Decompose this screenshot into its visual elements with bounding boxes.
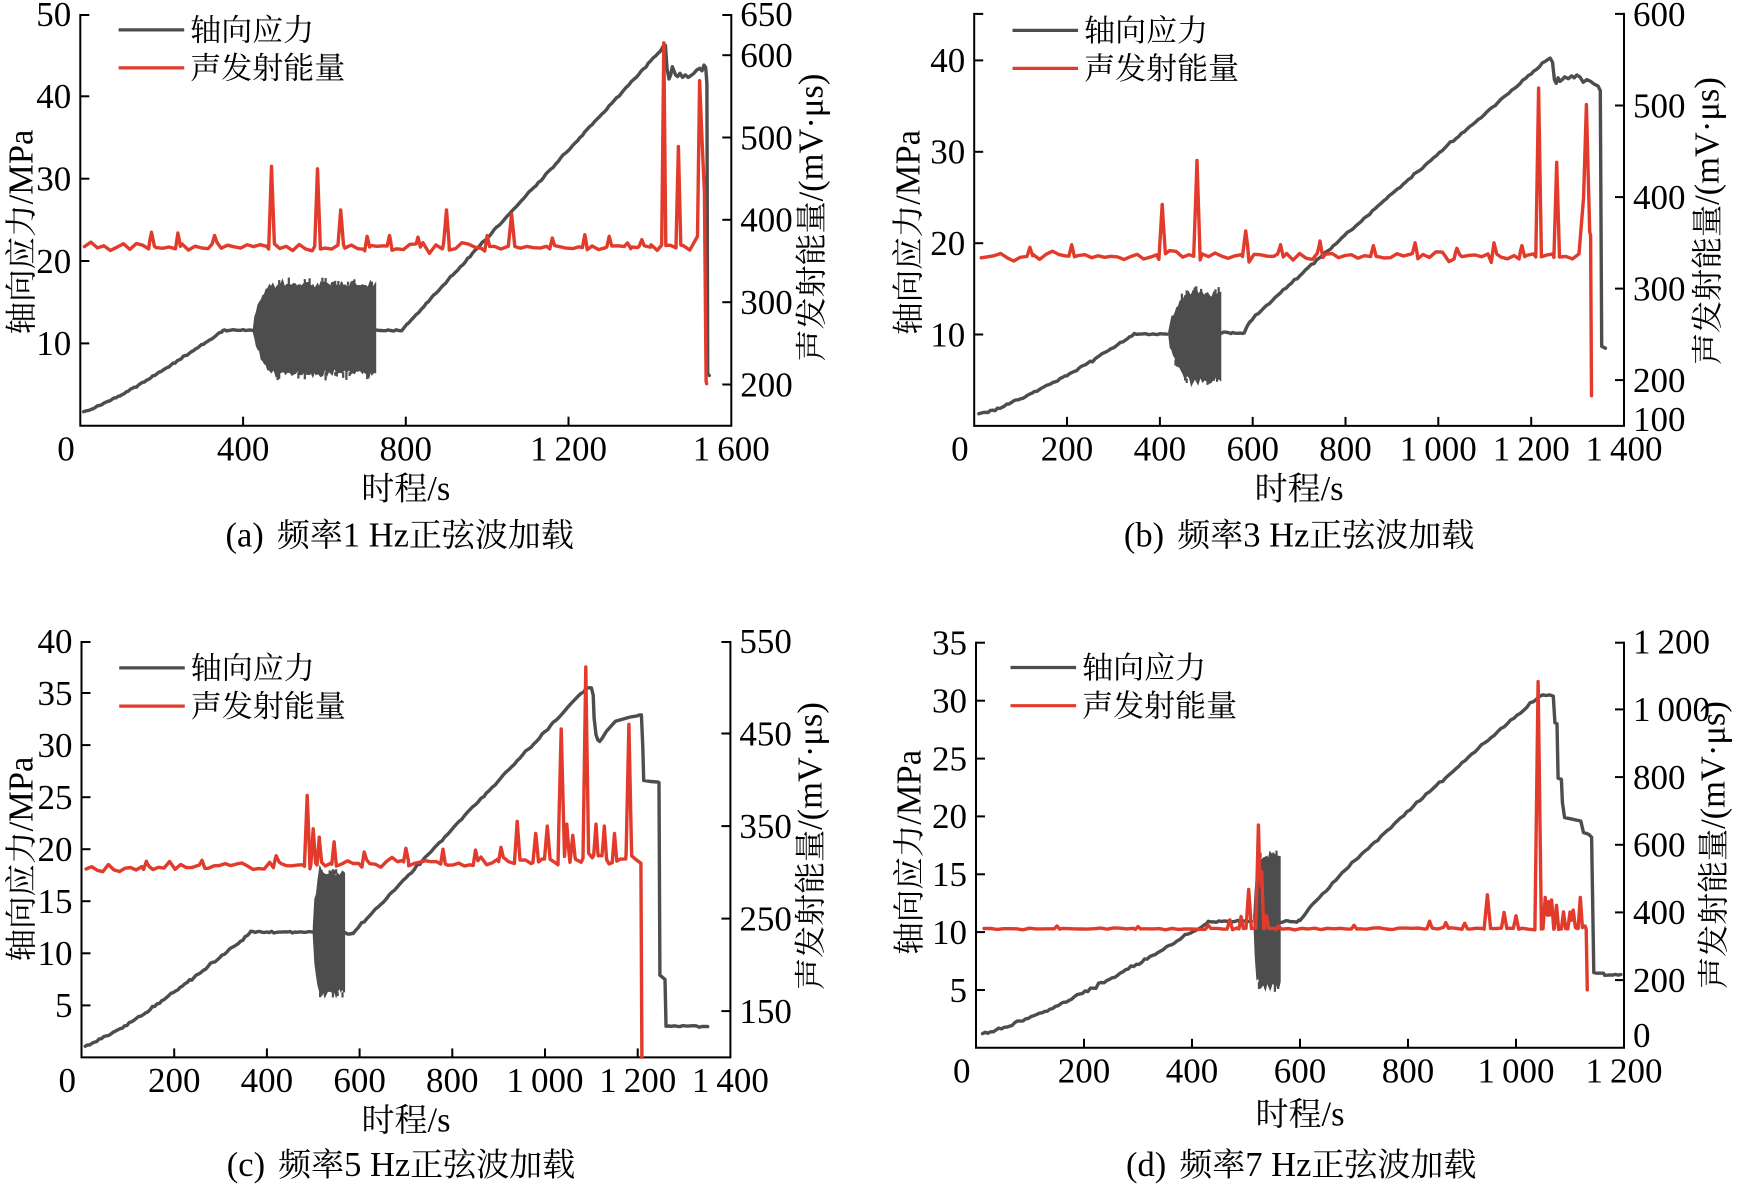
svg-text:1 400: 1 400: [692, 1061, 769, 1100]
svg-text:/(mV·μs): /(mV·μs): [1695, 701, 1733, 829]
svg-text:650: 650: [740, 0, 793, 34]
svg-text:35: 35: [932, 624, 967, 663]
svg-text:20: 20: [38, 830, 73, 869]
svg-text:5 Hz: 5 Hz: [344, 1146, 410, 1184]
svg-text:7 Hz: 7 Hz: [1245, 1146, 1311, 1184]
svg-text:1 Hz: 1 Hz: [343, 517, 409, 555]
svg-text:10: 10: [932, 913, 967, 952]
svg-text:/MPa: /MPa: [890, 130, 928, 205]
svg-text:1 400: 1 400: [1585, 430, 1662, 469]
svg-text:400: 400: [1633, 893, 1686, 932]
svg-text:25: 25: [38, 778, 73, 817]
svg-text:/s: /s: [1321, 470, 1344, 508]
svg-text:(a): (a): [226, 517, 264, 555]
svg-text:40: 40: [930, 41, 965, 80]
svg-text:30: 30: [930, 133, 965, 172]
svg-text:600: 600: [740, 36, 793, 75]
svg-text:20: 20: [36, 242, 71, 281]
svg-text:800: 800: [426, 1061, 479, 1100]
svg-text:200: 200: [1041, 430, 1094, 469]
svg-text:200: 200: [1633, 961, 1686, 1000]
svg-text:1 000: 1 000: [506, 1061, 583, 1100]
svg-text:/s: /s: [427, 470, 450, 508]
svg-text:1 000: 1 000: [1633, 690, 1710, 729]
svg-text:5: 5: [55, 986, 73, 1025]
svg-text:400: 400: [241, 1061, 294, 1100]
svg-text:30: 30: [932, 682, 967, 721]
svg-text:800: 800: [1382, 1051, 1435, 1090]
svg-text:15: 15: [38, 882, 73, 921]
svg-text:400: 400: [1134, 430, 1187, 469]
svg-text:50: 50: [36, 0, 71, 34]
svg-text:400: 400: [1633, 178, 1686, 217]
svg-text:150: 150: [739, 992, 792, 1031]
svg-text:30: 30: [38, 726, 73, 765]
svg-text:20: 20: [932, 797, 967, 836]
svg-text:600: 600: [333, 1061, 386, 1100]
svg-text:(c): (c): [227, 1146, 265, 1184]
svg-text:10: 10: [36, 324, 71, 363]
svg-text:800: 800: [1319, 430, 1372, 469]
svg-text:1 200: 1 200: [530, 429, 607, 468]
svg-text:(b): (b): [1124, 517, 1164, 555]
svg-text:450: 450: [739, 714, 792, 753]
svg-text:800: 800: [380, 429, 433, 468]
svg-text:10: 10: [930, 315, 965, 354]
svg-text:0: 0: [58, 1061, 76, 1100]
svg-text:10: 10: [38, 934, 73, 973]
svg-text:250: 250: [739, 899, 792, 938]
svg-text:0: 0: [57, 429, 75, 468]
svg-text:25: 25: [932, 739, 967, 778]
svg-text:600: 600: [1226, 430, 1279, 469]
svg-text:400: 400: [217, 429, 270, 468]
svg-text:/(mV·μs): /(mV·μs): [1689, 77, 1727, 205]
svg-text:30: 30: [36, 160, 71, 199]
svg-text:40: 40: [38, 622, 73, 661]
svg-text:600: 600: [1633, 0, 1686, 34]
svg-text:/s: /s: [1322, 1096, 1345, 1134]
svg-text:100: 100: [1633, 400, 1686, 439]
svg-text:200: 200: [148, 1061, 201, 1100]
svg-text:40: 40: [36, 77, 71, 116]
svg-text:600: 600: [1274, 1051, 1327, 1090]
svg-text:200: 200: [1058, 1051, 1111, 1090]
svg-text:1 200: 1 200: [1493, 430, 1570, 469]
svg-text:/MPa: /MPa: [3, 130, 41, 205]
svg-text:/s: /s: [428, 1102, 451, 1140]
svg-text:400: 400: [1166, 1051, 1219, 1090]
svg-text:350: 350: [739, 807, 792, 846]
svg-text:15: 15: [932, 855, 967, 894]
svg-text:/MPa: /MPa: [890, 750, 928, 825]
svg-text:1 000: 1 000: [1477, 1051, 1554, 1090]
svg-text:550: 550: [739, 622, 792, 661]
svg-text:/(mV·μs): /(mV·μs): [792, 702, 830, 830]
svg-text:5: 5: [950, 971, 968, 1010]
svg-text:/MPa: /MPa: [3, 757, 41, 832]
svg-text:800: 800: [1633, 758, 1686, 797]
svg-text:1 600: 1 600: [693, 429, 770, 468]
svg-text:20: 20: [930, 224, 965, 263]
svg-text:35: 35: [38, 674, 73, 713]
svg-text:(d): (d): [1126, 1146, 1166, 1184]
svg-text:1 200: 1 200: [1585, 1051, 1662, 1090]
svg-text:/(mV·μs): /(mV·μs): [793, 74, 831, 202]
svg-text:600: 600: [1633, 826, 1686, 865]
svg-text:0: 0: [953, 1051, 971, 1090]
svg-text:500: 500: [740, 118, 793, 157]
svg-text:200: 200: [740, 365, 793, 404]
svg-text:0: 0: [951, 430, 969, 469]
svg-text:0: 0: [1633, 1016, 1651, 1055]
svg-text:1 000: 1 000: [1400, 430, 1477, 469]
svg-text:3 Hz: 3 Hz: [1243, 517, 1309, 555]
svg-text:300: 300: [740, 283, 793, 322]
svg-text:1 200: 1 200: [1633, 623, 1710, 662]
svg-text:300: 300: [1633, 269, 1686, 308]
svg-text:200: 200: [1633, 361, 1686, 400]
svg-text:400: 400: [740, 201, 793, 240]
svg-text:1 200: 1 200: [599, 1061, 676, 1100]
svg-text:500: 500: [1633, 86, 1686, 125]
